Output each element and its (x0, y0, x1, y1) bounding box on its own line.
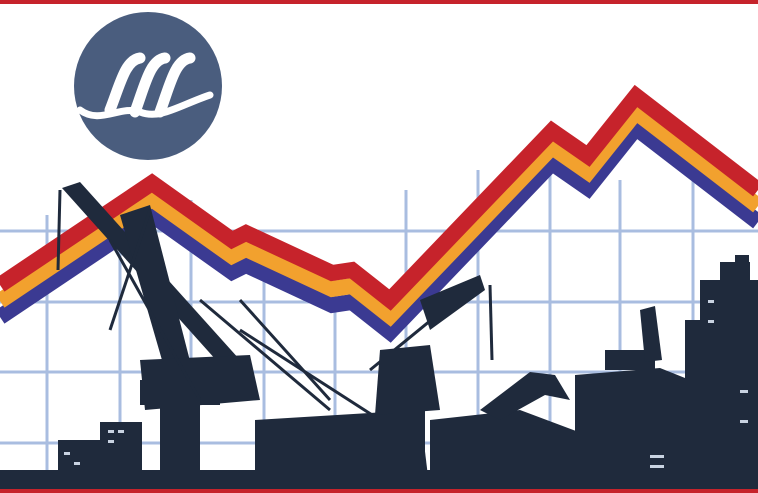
lattice-line (199, 298, 331, 412)
rig-tower (640, 306, 662, 362)
excavator-arm (480, 372, 570, 420)
window (650, 455, 664, 458)
band-red (0, 84, 758, 311)
window (740, 390, 748, 393)
window (74, 462, 80, 465)
trend-bands (0, 84, 758, 343)
building (720, 262, 750, 282)
lattice-line (56, 189, 62, 271)
window (108, 440, 114, 443)
window (740, 420, 748, 423)
top-border (0, 0, 758, 4)
building (700, 280, 758, 493)
windows (64, 300, 748, 468)
crane-boom (420, 275, 485, 330)
crane-cab (375, 345, 440, 415)
crane-tower (120, 205, 200, 405)
ground (0, 470, 758, 493)
window (708, 300, 714, 303)
building (685, 320, 705, 493)
logo-stroke (129, 52, 171, 118)
lattice (56, 189, 494, 422)
industrial-silhouette (0, 182, 758, 493)
window (108, 430, 114, 433)
building (735, 255, 749, 265)
rig-deck (605, 350, 655, 370)
window (650, 465, 664, 468)
lattice-line (488, 284, 494, 361)
lattice-line (239, 328, 381, 422)
rig (575, 368, 690, 493)
window (708, 320, 714, 323)
logo (74, 12, 222, 160)
logo-swoosh (76, 91, 214, 120)
lattice-line (108, 209, 152, 331)
lattice-line (108, 239, 202, 401)
lattice-line (238, 298, 332, 402)
window (64, 452, 70, 455)
band-orange (0, 100, 758, 327)
logo-stroke (154, 52, 196, 118)
band-blue (0, 116, 758, 343)
logo-stroke (104, 52, 146, 116)
window (118, 430, 124, 433)
bottom-border (0, 489, 758, 493)
logo-mark (76, 52, 214, 120)
crane-deck (140, 380, 220, 405)
